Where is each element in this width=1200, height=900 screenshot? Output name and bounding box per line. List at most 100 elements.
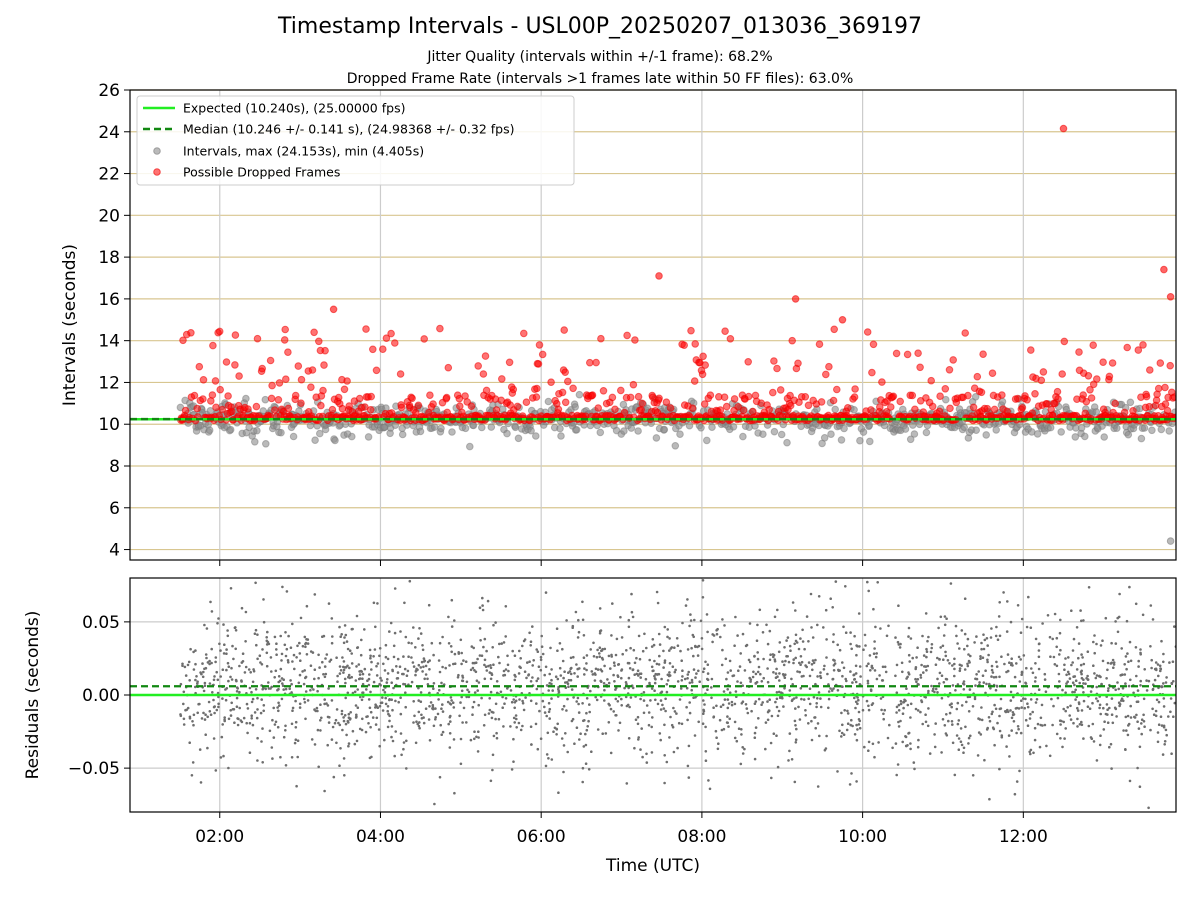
residual-point <box>248 686 252 690</box>
residual-point <box>1063 668 1066 671</box>
residual-point <box>287 661 290 664</box>
residual-point <box>846 709 849 713</box>
dropped-frame-point <box>688 404 697 413</box>
interval-point <box>739 432 747 441</box>
residual-point <box>336 680 339 683</box>
residual-point <box>571 626 574 629</box>
residual-point <box>1081 656 1084 659</box>
residual-point <box>223 643 226 646</box>
residual-point <box>378 744 382 748</box>
residual-point <box>908 660 911 663</box>
residual-point <box>562 676 565 680</box>
dropped-frame-point <box>1108 359 1117 367</box>
residual-point <box>259 711 263 715</box>
residual-point <box>807 640 810 643</box>
residual-point <box>1136 766 1139 770</box>
residual-point <box>873 755 876 759</box>
residual-point <box>1026 724 1030 727</box>
residual-point <box>897 703 901 707</box>
residual-point <box>782 705 785 708</box>
dropped-frame-point <box>1170 393 1176 401</box>
residual-point <box>318 666 321 669</box>
residual-point <box>994 634 998 638</box>
residual-point <box>885 634 889 638</box>
residual-point <box>1039 716 1043 720</box>
residual-point <box>671 725 675 729</box>
residual-point <box>807 661 811 664</box>
residual-point <box>799 655 803 658</box>
residual-point <box>607 681 611 685</box>
residual-point <box>431 707 434 710</box>
residual-point <box>788 749 791 753</box>
residual-point <box>819 697 822 700</box>
residual-point <box>668 736 671 739</box>
residual-point <box>1149 645 1152 648</box>
dropped-frame-point <box>199 376 208 384</box>
jitter-quality-subtitle: Jitter Quality (intervals within +/-1 fr… <box>427 49 773 65</box>
residual-point <box>430 641 434 645</box>
residual-point <box>343 666 347 669</box>
residual-point <box>537 665 541 668</box>
residual-point <box>310 738 314 741</box>
residual-point <box>339 747 342 750</box>
residual-point <box>1080 720 1083 724</box>
residual-point <box>978 718 982 721</box>
residual-point <box>601 732 604 735</box>
residual-point <box>195 675 198 678</box>
residual-point <box>245 721 248 725</box>
residual-point <box>863 633 867 637</box>
residual-point <box>857 612 861 615</box>
residual-point <box>1128 640 1132 644</box>
residual-point <box>604 732 608 735</box>
residual-point <box>550 678 553 682</box>
residual-point <box>666 679 670 682</box>
dropped-frame-point <box>1084 372 1093 380</box>
residual-point <box>656 601 660 605</box>
residual-point <box>924 713 927 716</box>
residual-point <box>664 697 667 701</box>
residual-point <box>271 718 274 722</box>
residual-point <box>1165 676 1168 679</box>
residual-point <box>928 752 932 755</box>
residual-point <box>386 672 390 675</box>
interval-point <box>311 436 319 445</box>
residual-point <box>1159 715 1163 718</box>
residual-point <box>378 682 381 686</box>
residual-point <box>390 735 393 739</box>
dropped-frame-point <box>228 407 236 416</box>
residual-point <box>260 663 264 666</box>
residual-point <box>668 674 672 677</box>
residual-point <box>582 656 586 659</box>
residual-point <box>222 652 226 655</box>
residual-point <box>420 660 424 664</box>
residual-point <box>1009 620 1013 624</box>
residual-point <box>581 702 584 705</box>
residual-point <box>582 634 586 637</box>
residual-point <box>1003 662 1006 666</box>
residual-point <box>1058 631 1062 635</box>
dropped-frame-point <box>329 305 338 314</box>
residual-point <box>290 682 293 686</box>
residual-point <box>585 662 588 665</box>
residual-point <box>1162 660 1165 664</box>
residual-point <box>1028 717 1032 720</box>
residual-point <box>977 670 980 673</box>
dropped-frame-point <box>308 366 317 374</box>
residual-point <box>529 725 533 728</box>
residual-point <box>594 695 597 699</box>
residual-point <box>884 670 888 674</box>
residual-point <box>855 738 859 742</box>
residual-point <box>519 728 523 732</box>
residual-point <box>261 648 264 651</box>
residual-point <box>539 658 543 662</box>
intervals-frame <box>129 89 1177 561</box>
residual-point <box>899 642 902 646</box>
residual-point <box>794 738 798 741</box>
interval-point <box>478 423 486 432</box>
residual-point <box>1036 722 1040 726</box>
residual-point <box>855 723 858 727</box>
residual-point <box>335 656 338 659</box>
residual-point <box>417 724 421 728</box>
residual-point <box>393 587 397 590</box>
residual-point <box>584 762 588 765</box>
